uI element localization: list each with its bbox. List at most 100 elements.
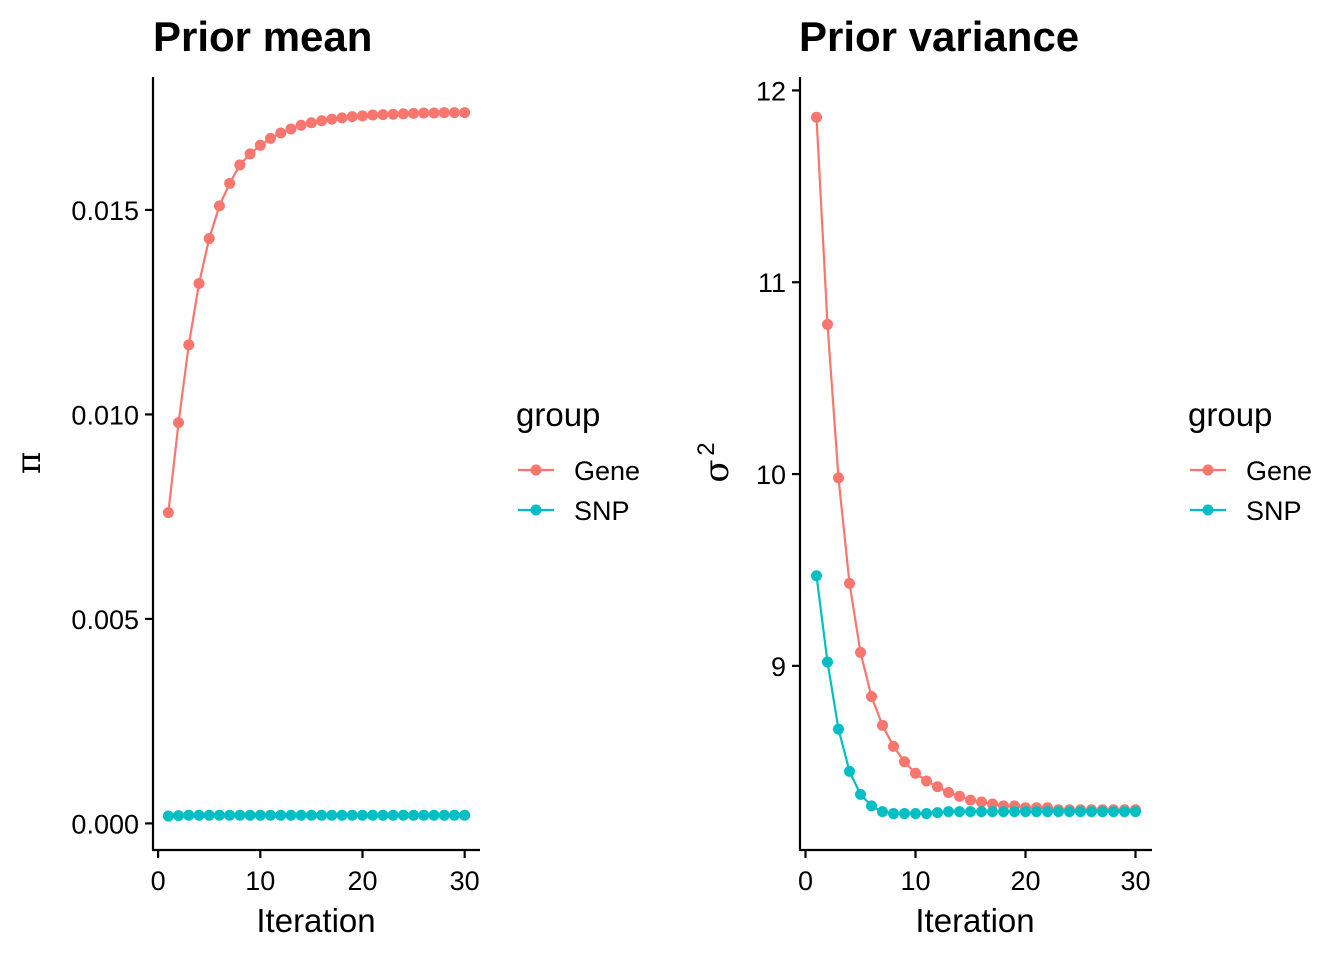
prior-mean-y-axis-title: π — [9, 452, 49, 474]
prior-mean-y-tick-label: 0.015 — [71, 196, 139, 226]
prior-variance-snp-point — [1009, 806, 1020, 818]
prior-mean-snp-point — [295, 809, 307, 821]
prior-variance-gene-point — [855, 646, 866, 658]
prior-mean-gene-point — [397, 108, 409, 120]
prior-variance-gene-point — [943, 786, 954, 798]
prior-variance-snp-point — [1119, 806, 1130, 818]
prior-mean-x-axis-title: Iteration — [256, 902, 375, 939]
prior-mean-snp-point — [275, 809, 287, 821]
prior-mean-gene-point — [377, 109, 389, 121]
prior-mean-snp-point — [305, 809, 317, 821]
prior-mean-snp-point — [183, 809, 195, 821]
prior-mean-snp-point — [254, 809, 266, 821]
prior-variance-snp-point — [932, 807, 943, 819]
prior-variance-gene-point — [888, 740, 899, 752]
prior-variance-legend-label-snp: SNP — [1246, 496, 1302, 526]
prior-mean-gene-point — [316, 115, 328, 127]
prior-variance-y-axis-title: σ — [697, 459, 737, 482]
prior-mean-gene-point — [254, 139, 266, 151]
prior-variance-snp-point — [866, 800, 877, 812]
prior-variance-y-tick-label: 10 — [756, 460, 786, 490]
prior-mean-gene-point — [418, 107, 430, 119]
prior-variance-gene-point — [877, 719, 888, 731]
prior-variance-legend-label-gene: Gene — [1246, 456, 1312, 486]
prior-mean-gene-point — [213, 200, 225, 212]
prior-mean-y-ticks: 0.000 0.005 0.010 0.015 — [71, 196, 153, 839]
prior-variance-y-tick-label: 9 — [771, 652, 786, 682]
prior-mean-snp-point — [387, 809, 399, 821]
prior-variance-y-ticks: 9 10 11 12 — [756, 76, 800, 682]
prior-variance-gene-point — [844, 577, 855, 589]
prior-variance-x-ticks: 0 10 20 30 — [798, 850, 1151, 896]
prior-variance-gene-point — [811, 111, 822, 123]
prior-variance-snp-point — [855, 788, 866, 800]
prior-mean-gene-point — [356, 110, 368, 122]
prior-mean-snp-point — [428, 809, 440, 821]
prior-variance-snp-point — [976, 806, 987, 818]
prior-variance-panel: Prior variance 9 10 11 12 0 10 20 30 Iteration… — [693, 13, 1312, 939]
prior-variance-gene-point — [822, 318, 833, 330]
prior-mean-gene-point — [173, 417, 185, 429]
prior-mean-snp-point — [316, 809, 328, 821]
prior-variance-x-tick-label: 30 — [1120, 866, 1150, 896]
prior-mean-gene-line — [167, 111, 465, 513]
prior-mean-snp-point — [193, 809, 205, 821]
prior-variance-x-tick-label: 10 — [900, 866, 930, 896]
prior-variance-snp-point — [954, 806, 965, 818]
prior-mean-x-ticks: 0 10 20 30 — [151, 850, 480, 896]
prior-variance-snp-point — [1020, 806, 1031, 818]
prior-mean-x-tick-label: 10 — [245, 866, 275, 896]
prior-variance-title: Prior variance — [799, 13, 1079, 60]
prior-variance-gene-point — [965, 794, 976, 806]
prior-mean-gene-point — [275, 127, 287, 139]
prior-mean-y-tick-label: 0.010 — [71, 400, 139, 430]
prior-mean-snp-point — [377, 809, 389, 821]
prior-mean-snp-point — [418, 809, 430, 821]
prior-mean-gene-point — [459, 107, 471, 119]
prior-variance-legend-title: group — [1188, 396, 1272, 433]
prior-variance-snp-point — [1031, 806, 1042, 818]
prior-mean-snp-point — [326, 809, 338, 821]
prior-variance-snp-point — [965, 806, 976, 818]
prior-variance-snp-point — [844, 765, 855, 777]
prior-mean-gene-point — [265, 132, 277, 144]
prior-variance-gene-point — [910, 767, 921, 779]
prior-variance-series — [811, 111, 1141, 820]
prior-mean-series — [162, 107, 471, 822]
prior-variance-snp-point — [888, 808, 899, 820]
prior-mean-gene-point — [336, 112, 348, 124]
prior-mean-gene-point — [162, 507, 174, 519]
prior-variance-x-tick-label: 20 — [1010, 866, 1040, 896]
prior-mean-snp-point — [459, 809, 471, 821]
prior-variance-snp-point — [910, 808, 921, 820]
prior-mean-snp-point — [346, 809, 358, 821]
prior-mean-legend-label-snp: SNP — [574, 496, 630, 526]
prior-variance-snp-point — [1086, 806, 1097, 818]
prior-mean-legend-key-gene — [518, 464, 554, 476]
prior-variance-gene-point — [921, 775, 932, 787]
prior-variance-snp-point — [1075, 806, 1086, 818]
prior-variance-x-axis-title: Iteration — [915, 902, 1034, 939]
prior-variance-snp-point — [833, 723, 844, 735]
prior-variance-snp-point — [822, 656, 833, 668]
prior-mean-snp-point — [162, 810, 174, 822]
prior-variance-snp-point — [1130, 806, 1141, 818]
prior-mean-gene-point — [305, 117, 317, 129]
prior-mean-gene-point — [224, 177, 236, 189]
prior-variance-gene-point — [899, 756, 910, 768]
prior-variance-snp-point — [1053, 806, 1064, 818]
prior-mean-snp-point — [213, 809, 225, 821]
prior-variance-snp-point — [1064, 806, 1075, 818]
prior-mean-snp-point — [173, 810, 185, 822]
prior-variance-legend-key-snp — [1190, 504, 1226, 516]
prior-mean-y-tick-label: 0.000 — [71, 809, 139, 839]
prior-mean-snp-point — [408, 809, 420, 821]
prior-mean-gene-point — [448, 107, 460, 119]
prior-mean-x-tick-label: 0 — [151, 866, 166, 896]
prior-variance-snp-point — [943, 806, 954, 818]
prior-variance-y-tick-label: 12 — [756, 76, 786, 106]
prior-mean-gene-point — [438, 107, 450, 119]
prior-variance-x-tick-label: 0 — [798, 866, 813, 896]
prior-mean-legend-label-gene: Gene — [574, 456, 640, 486]
